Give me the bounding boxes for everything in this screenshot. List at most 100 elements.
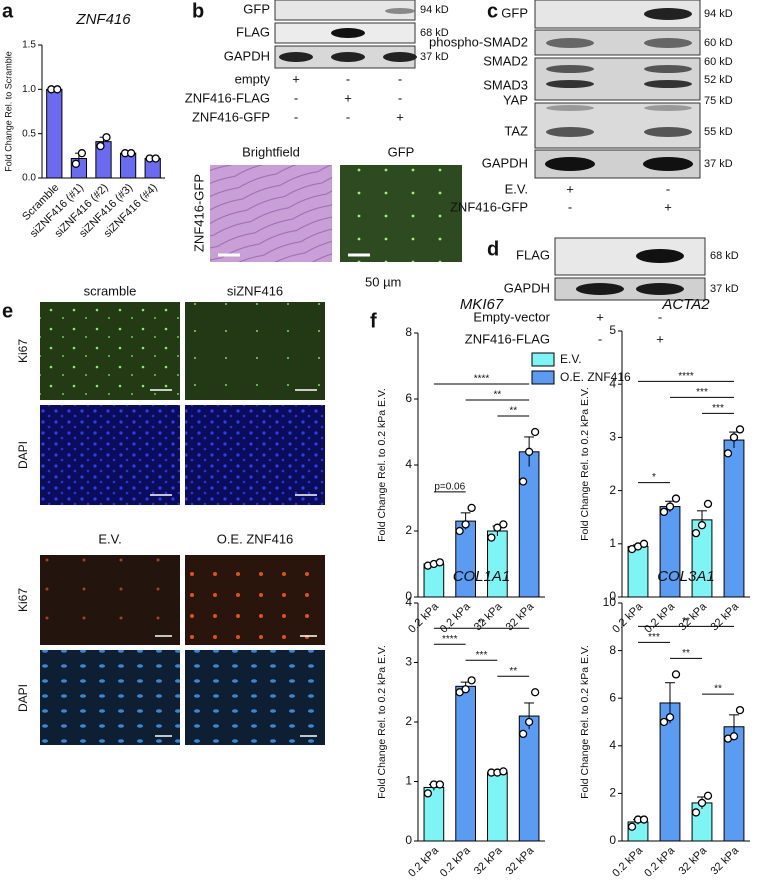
significance-label: **** xyxy=(678,371,694,382)
condition-label: ZNF416-GFP xyxy=(450,199,528,214)
band-label: GFP xyxy=(501,5,528,20)
chart-title: COL1A1 xyxy=(453,568,511,585)
panel-label: b xyxy=(192,0,204,22)
bar xyxy=(723,726,745,842)
y-tick-label: 8 xyxy=(405,325,412,339)
significance-label: * xyxy=(652,472,656,483)
band-size: 55 kD xyxy=(704,126,733,138)
condition-label: ZNF416-GFP xyxy=(192,109,270,124)
condition-mark: + xyxy=(396,109,404,124)
column-title: O.E. ZNF416 xyxy=(217,531,294,546)
data-point xyxy=(467,676,476,685)
data-point xyxy=(639,539,649,548)
data-point xyxy=(518,477,528,486)
x-tick-label: 32 kPa xyxy=(708,600,741,633)
y-tick-label: 5 xyxy=(609,323,616,337)
data-point xyxy=(697,798,707,808)
data-point xyxy=(691,529,701,538)
y-tick-label: 4 xyxy=(609,738,616,752)
data-point xyxy=(102,133,111,142)
y-tick-label: 1 xyxy=(405,774,412,788)
condition-mark: - xyxy=(568,199,572,214)
significance-label: ** xyxy=(682,616,690,627)
significance-label: ** xyxy=(509,666,517,677)
significance-label: ** xyxy=(509,406,517,417)
condition-label: ZNF416-FLAG xyxy=(465,331,550,346)
y-tick-label: 1.5 xyxy=(22,40,36,51)
legend-label: O.E. ZNF416 xyxy=(560,370,631,384)
chart-title: ACTA2 xyxy=(661,296,710,313)
data-point xyxy=(671,494,681,503)
chart-title: ZNF416 xyxy=(75,11,131,28)
condition-mark: + xyxy=(656,331,664,346)
band-size: 68 kD xyxy=(710,250,739,262)
panel-label: f xyxy=(370,310,377,332)
significance-label: **** xyxy=(474,374,490,385)
y-tick-label: 2 xyxy=(405,523,412,537)
y-tick-label: 6 xyxy=(609,690,616,704)
y-tick-label: 0 xyxy=(609,833,616,847)
bar xyxy=(518,451,540,598)
y-tick-label: 1.0 xyxy=(22,84,36,95)
condition-mark: - xyxy=(346,71,350,86)
x-tick-label: 0.2 kPa xyxy=(406,844,441,879)
significance-label: ** xyxy=(493,390,501,401)
significance-label: *** xyxy=(696,387,708,398)
y-tick-label: 2 xyxy=(609,786,616,800)
panel-label: a xyxy=(2,0,14,22)
x-tick-label: 32 kPa xyxy=(676,844,709,877)
band-label: SMAD2 xyxy=(483,53,528,68)
data-point xyxy=(518,729,528,739)
blot-c xyxy=(534,0,701,179)
data-point xyxy=(524,447,534,456)
y-tick-label: 4 xyxy=(609,376,616,390)
legend-swatch xyxy=(531,370,555,385)
y-tick-label: 0 xyxy=(405,833,412,847)
data-point xyxy=(729,732,739,741)
band-label: SMAD3 xyxy=(483,77,528,92)
legend-label: E.V. xyxy=(560,352,582,366)
data-point xyxy=(487,533,496,542)
condition-mark: - xyxy=(398,90,402,105)
band-label: GFP xyxy=(243,1,270,16)
y-tick-label: 6 xyxy=(405,391,412,405)
row-label: DAPI xyxy=(16,441,30,469)
bar xyxy=(455,685,476,842)
band-size: 75 kD xyxy=(704,95,733,107)
significance-label: **** xyxy=(442,634,458,645)
data-point xyxy=(691,808,701,817)
row-label: DAPI xyxy=(16,684,30,712)
condition-mark: - xyxy=(598,331,602,346)
data-point xyxy=(665,502,675,511)
condition-label: ZNF416-FLAG xyxy=(185,90,270,105)
data-point xyxy=(96,141,105,151)
band-size: 94 kD xyxy=(704,8,733,20)
band-label: GAPDH xyxy=(504,280,550,295)
image-title: GFP xyxy=(388,144,415,159)
significance-label: *** xyxy=(648,632,660,643)
data-point xyxy=(639,815,649,824)
data-point xyxy=(423,789,433,798)
data-point xyxy=(77,149,87,158)
data-point xyxy=(435,558,445,567)
data-point xyxy=(467,503,476,513)
data-point xyxy=(530,688,540,697)
significance-label: ** xyxy=(714,684,722,695)
data-point xyxy=(53,85,62,94)
panel-label: d xyxy=(487,238,499,260)
condition-mark: + xyxy=(344,90,352,105)
blot-b xyxy=(210,0,462,262)
bar xyxy=(487,772,508,842)
condition-mark: + xyxy=(292,71,300,86)
row-label: ZNF416-GFP xyxy=(191,174,206,252)
y-tick-label: 4 xyxy=(405,457,412,471)
data-point xyxy=(455,526,464,536)
data-point xyxy=(461,685,470,694)
y-axis-label: Fold Change Rel. to 0.2 kPa E.V. xyxy=(376,388,388,542)
y-tick-label: 0.5 xyxy=(22,128,36,139)
y-tick-label: 3 xyxy=(405,655,412,669)
condition-mark: - xyxy=(294,90,298,105)
data-point xyxy=(703,499,713,509)
condition-mark: + xyxy=(664,199,672,214)
